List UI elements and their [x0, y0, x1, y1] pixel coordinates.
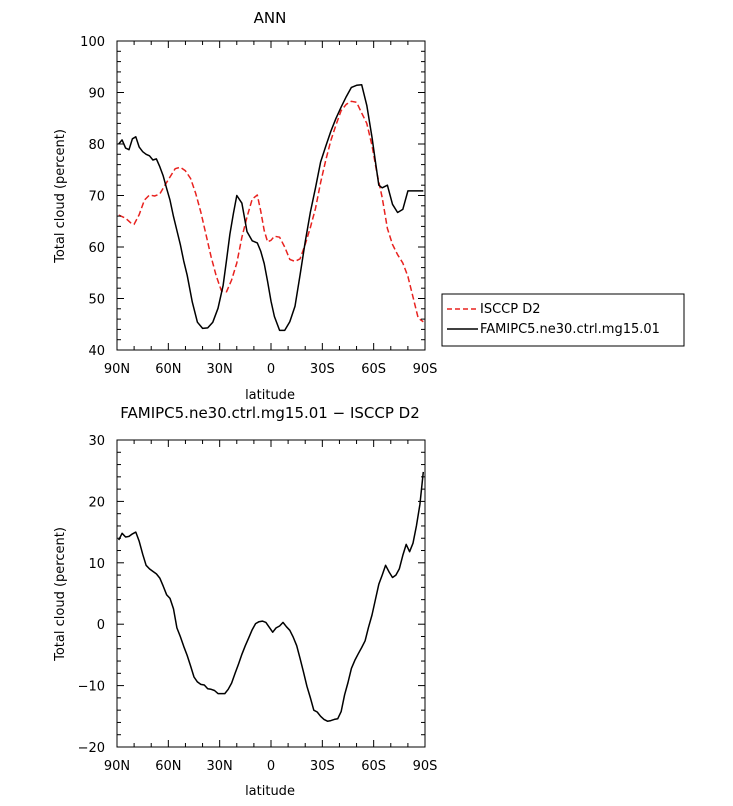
top-x-tick-label: 30N [207, 362, 233, 377]
bottom-chart-xlabel: latitude [245, 784, 295, 799]
bottom-y-tick-label: 10 [88, 557, 105, 572]
legend-label-isccp: ISCCP D2 [480, 302, 541, 317]
legend: ISCCP D2 FAMIPC5.ne30.ctrl.mg15.01 [441, 293, 685, 347]
bottom-y-tick-label: 0 [97, 618, 105, 633]
top-series-0-line [118, 100, 424, 323]
top-y-tick-label: 50 [88, 293, 105, 308]
top-x-tick-label: 60N [155, 362, 181, 377]
top-x-tick-label: 30S [310, 362, 335, 377]
bottom-series-0-line [118, 471, 425, 722]
bottom-y-tick-label: −10 [78, 680, 105, 695]
bottom-plot-frame [116, 439, 426, 748]
bottom-x-tick-label: 30N [207, 759, 233, 774]
bottom-chart-axes: 90N 60N 30N 0 30S 60S 90S −20 −10 0 10 20 30 [78, 434, 438, 774]
bottom-x-tick-label: 90S [413, 759, 438, 774]
top-y-tick-label: 40 [88, 344, 105, 359]
top-chart-xlabel: latitude [245, 388, 295, 403]
bottom-x-tick-label: 90N [104, 759, 130, 774]
bottom-chart-series-group [118, 471, 425, 722]
top-y-tick-label: 70 [88, 190, 105, 205]
top-chart-axes: 90N 60N 30N 0 30S 60S 90S 40 50 60 70 80 90 100 [80, 35, 437, 377]
bottom-chart-title: FAMIPC5.ne30.ctrl.mg15.01 − ISCCP D2 [120, 404, 420, 422]
top-chart-ylabel: Total cloud (percent) [53, 129, 68, 264]
bottom-chart-panel: FAMIPC5.ne30.ctrl.mg15.01 − ISCCP D2 lat… [53, 404, 437, 799]
top-x-tick-label: 60S [361, 362, 386, 377]
bottom-y-tick-label: −20 [78, 741, 105, 756]
top-y-tick-label: 90 [88, 87, 105, 102]
bottom-y-tick-label: 20 [88, 495, 105, 510]
top-chart-title: ANN [254, 9, 287, 27]
bottom-x-tick-label: 60S [361, 759, 386, 774]
bottom-y-tick-label: 30 [88, 434, 105, 449]
top-x-tick-label: 90N [104, 362, 130, 377]
legend-label-famipc5: FAMIPC5.ne30.ctrl.mg15.01 [480, 322, 660, 337]
top-y-tick-label: 100 [80, 35, 105, 50]
bottom-x-tick-label: 60N [155, 759, 181, 774]
bottom-x-tick-label: 30S [310, 759, 335, 774]
top-chart-panel: ANN latitude Total cloud (percent) 90N 60… [53, 9, 685, 403]
bottom-chart-ylabel: Total cloud (percent) [53, 527, 68, 662]
top-series-1-line [118, 84, 424, 332]
top-x-tick-label: 90S [413, 362, 438, 377]
bottom-x-tick-label: 0 [267, 759, 275, 774]
top-chart-series-group [118, 84, 424, 332]
legend-box [441, 293, 685, 347]
top-x-tick-label: 0 [267, 362, 275, 377]
top-y-tick-label: 80 [88, 138, 105, 153]
top-y-tick-label: 60 [88, 241, 105, 256]
